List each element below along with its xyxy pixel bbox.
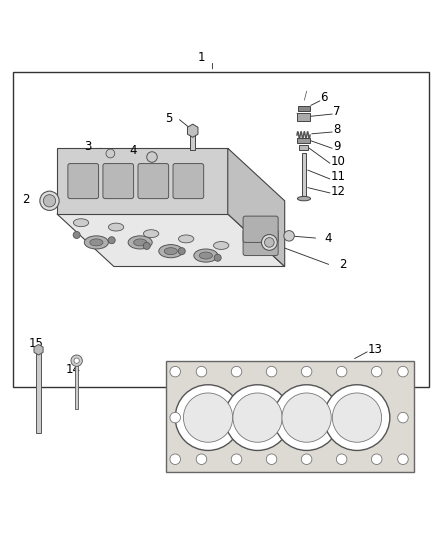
Text: 3: 3 — [84, 140, 91, 154]
Circle shape — [398, 413, 408, 423]
Ellipse shape — [194, 249, 218, 262]
Circle shape — [301, 366, 312, 377]
Bar — [36, 350, 41, 433]
Circle shape — [371, 454, 382, 464]
Circle shape — [108, 237, 115, 244]
Text: 12: 12 — [331, 184, 346, 198]
Text: 5: 5 — [165, 112, 172, 125]
Text: 4: 4 — [130, 144, 138, 157]
Bar — [297, 113, 310, 121]
Ellipse shape — [84, 236, 109, 249]
Circle shape — [231, 366, 242, 377]
Text: 15: 15 — [28, 337, 43, 350]
Polygon shape — [57, 214, 285, 266]
Circle shape — [266, 454, 277, 464]
Circle shape — [233, 393, 282, 442]
Circle shape — [336, 454, 347, 464]
Text: 2: 2 — [339, 258, 347, 271]
Circle shape — [332, 393, 381, 442]
Ellipse shape — [134, 239, 147, 246]
Ellipse shape — [297, 197, 311, 201]
Bar — [75, 365, 78, 409]
Bar — [190, 131, 195, 150]
Ellipse shape — [164, 248, 177, 255]
Polygon shape — [187, 124, 198, 138]
Bar — [298, 106, 310, 111]
Circle shape — [266, 366, 277, 377]
FancyBboxPatch shape — [138, 164, 169, 199]
Circle shape — [274, 385, 339, 450]
Text: 2: 2 — [22, 193, 30, 206]
Ellipse shape — [128, 236, 152, 249]
FancyBboxPatch shape — [103, 164, 134, 199]
Circle shape — [74, 358, 79, 364]
FancyBboxPatch shape — [243, 229, 278, 255]
Circle shape — [43, 195, 56, 207]
Circle shape — [73, 231, 80, 238]
Circle shape — [214, 254, 221, 261]
Circle shape — [225, 385, 290, 450]
Circle shape — [147, 152, 157, 162]
FancyBboxPatch shape — [173, 164, 204, 199]
Bar — [297, 138, 310, 142]
Text: 13: 13 — [368, 343, 383, 356]
Polygon shape — [228, 148, 285, 266]
Text: 4: 4 — [324, 232, 332, 245]
FancyBboxPatch shape — [68, 164, 99, 199]
Bar — [13, 71, 429, 387]
Circle shape — [398, 366, 408, 377]
Circle shape — [196, 366, 207, 377]
Ellipse shape — [143, 230, 159, 238]
Circle shape — [301, 454, 312, 464]
Bar — [166, 361, 414, 472]
Text: 8: 8 — [333, 123, 340, 136]
Circle shape — [170, 413, 180, 423]
Ellipse shape — [90, 239, 103, 246]
Ellipse shape — [199, 252, 212, 259]
Circle shape — [231, 454, 242, 464]
Bar — [302, 152, 306, 197]
FancyBboxPatch shape — [243, 216, 278, 243]
Circle shape — [175, 385, 241, 450]
Circle shape — [71, 355, 82, 366]
Text: 9: 9 — [333, 140, 340, 152]
Circle shape — [178, 248, 185, 255]
Circle shape — [324, 385, 390, 450]
Text: 10: 10 — [331, 155, 346, 168]
Polygon shape — [34, 344, 43, 355]
Circle shape — [184, 393, 233, 442]
Circle shape — [106, 149, 115, 158]
Circle shape — [170, 366, 180, 377]
Circle shape — [284, 231, 294, 241]
Circle shape — [261, 235, 277, 251]
Circle shape — [40, 191, 59, 211]
Polygon shape — [57, 148, 228, 214]
Circle shape — [398, 454, 408, 464]
Ellipse shape — [159, 245, 183, 258]
Circle shape — [371, 366, 382, 377]
Ellipse shape — [108, 223, 124, 231]
Ellipse shape — [213, 241, 229, 249]
Ellipse shape — [73, 219, 88, 227]
Circle shape — [143, 243, 150, 249]
Bar — [299, 145, 308, 150]
Circle shape — [170, 454, 180, 464]
Circle shape — [336, 366, 347, 377]
Text: 14: 14 — [66, 363, 81, 376]
Text: 7: 7 — [333, 106, 340, 118]
Circle shape — [282, 393, 331, 442]
Text: 1: 1 — [198, 51, 205, 63]
Text: 6: 6 — [320, 91, 327, 104]
Circle shape — [196, 454, 207, 464]
Ellipse shape — [179, 235, 194, 243]
Circle shape — [265, 238, 274, 247]
Text: 11: 11 — [331, 170, 346, 183]
